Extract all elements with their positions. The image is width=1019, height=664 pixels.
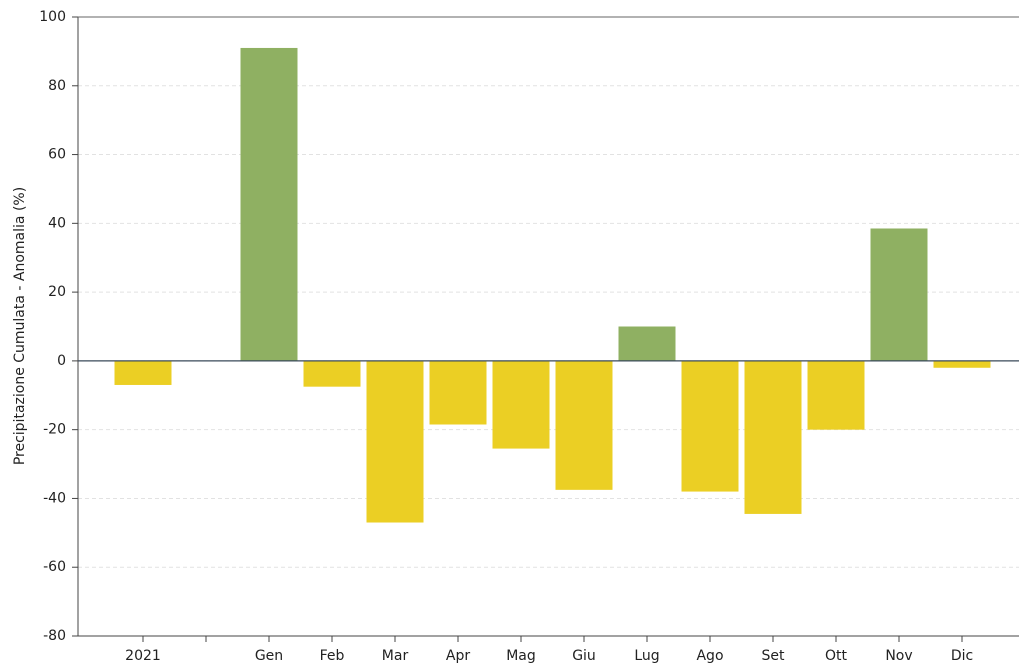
bar <box>870 228 928 361</box>
bar <box>492 360 550 449</box>
x-tick-label: Feb <box>320 648 345 664</box>
x-tick-label: Dic <box>951 648 973 664</box>
bar <box>744 360 802 514</box>
y-tick-label: 0 <box>57 353 66 369</box>
x-tick-label: Gen <box>255 648 283 664</box>
bar <box>429 360 487 425</box>
bar <box>933 360 991 368</box>
bar <box>618 326 676 361</box>
x-tick-label: Set <box>762 648 786 664</box>
y-axis-label: Precipitazione Cumulata - Anomalia (%) <box>12 187 28 465</box>
bar <box>807 360 865 430</box>
x-tick-label: Apr <box>446 648 470 664</box>
x-tick-label: Ago <box>696 648 723 664</box>
y-tick-label: -20 <box>43 422 66 438</box>
x-tick-label: 2021 <box>125 648 161 664</box>
y-tick-label: 20 <box>48 284 66 300</box>
bar <box>240 47 298 361</box>
bar <box>303 360 361 387</box>
x-tick-label: Lug <box>634 648 659 664</box>
x-tick-label: Nov <box>885 648 912 664</box>
y-tick-label: -80 <box>43 628 66 644</box>
bar <box>366 360 424 523</box>
bar <box>555 360 613 490</box>
x-tick-label: Mag <box>506 648 536 664</box>
x-tick-label: Giu <box>572 648 596 664</box>
bar <box>681 360 739 492</box>
y-tick-label: -60 <box>43 559 66 575</box>
y-tick-label: -40 <box>43 490 66 506</box>
y-tick-label: 100 <box>39 9 66 25</box>
y-tick-label: 80 <box>48 78 66 94</box>
y-tick-label: 60 <box>48 147 66 163</box>
x-tick-label: Mar <box>382 648 409 664</box>
x-tick-label: Ott <box>825 648 848 664</box>
bar <box>114 360 172 385</box>
y-tick-label: 40 <box>48 215 66 231</box>
